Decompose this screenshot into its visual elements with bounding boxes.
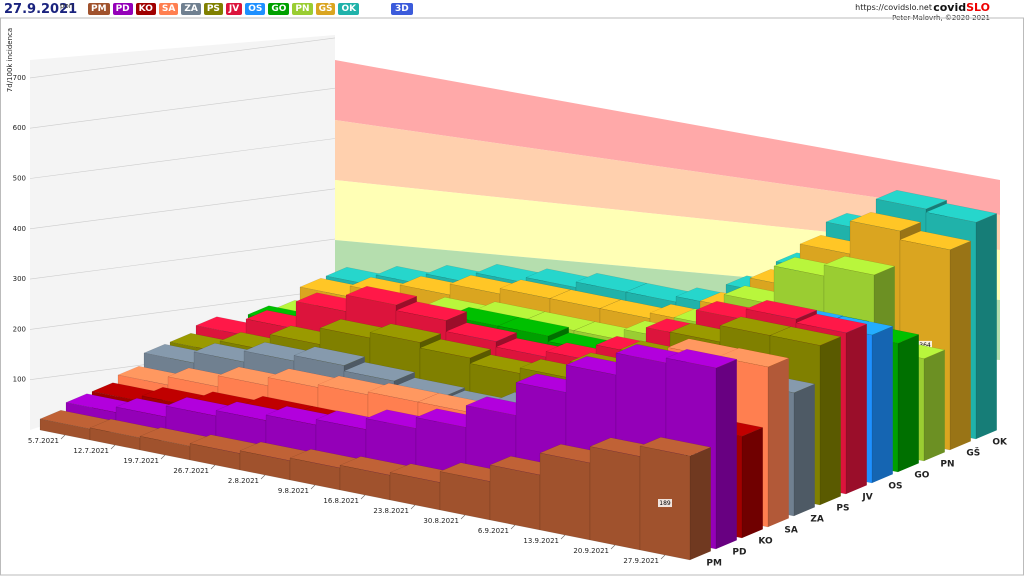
region-buttons: PM PD KO SA ZA PS JV OS GO PN GŠ OK bbox=[88, 3, 360, 15]
region-label: OK bbox=[992, 438, 1008, 448]
risk-band bbox=[335, 60, 1000, 215]
region-label: PS bbox=[836, 504, 849, 514]
bar bbox=[589, 446, 641, 551]
mode-button[interactable]: 3D bbox=[391, 3, 413, 15]
region-button[interactable]: PS bbox=[203, 3, 223, 15]
x-tick-label: 2.8.2021 bbox=[228, 477, 259, 485]
region-label: SA bbox=[784, 526, 797, 536]
grid-line bbox=[29, 188, 336, 230]
grid-line bbox=[29, 87, 336, 129]
bar-side bbox=[794, 384, 815, 516]
x-tick-label: 13.9.2021 bbox=[523, 537, 559, 545]
x-tick bbox=[360, 494, 366, 500]
x-tick-label: 27.9.2021 bbox=[623, 557, 659, 565]
x-tick-label: 23.8.2021 bbox=[373, 507, 409, 515]
bar-side bbox=[742, 427, 763, 538]
region-button[interactable]: PN bbox=[292, 3, 313, 15]
region-label: PN bbox=[940, 460, 954, 470]
region-button[interactable]: OS bbox=[245, 3, 266, 15]
x-tick bbox=[510, 524, 516, 530]
risk-band bbox=[335, 120, 1000, 250]
x-tick-label: 26.7.2021 bbox=[173, 467, 209, 475]
bar-side bbox=[898, 334, 919, 472]
y-tick-label: 400 bbox=[13, 225, 26, 233]
x-tick-label: 9.8.2021 bbox=[278, 487, 309, 495]
grid-line bbox=[29, 289, 336, 330]
grid-line bbox=[29, 37, 336, 79]
region-label: PM bbox=[706, 559, 722, 569]
x-tick bbox=[660, 554, 666, 560]
region-button[interactable]: JV bbox=[225, 3, 243, 15]
brand-part: SLO bbox=[966, 1, 990, 14]
weekday: pon bbox=[60, 2, 74, 10]
bar bbox=[489, 464, 541, 531]
region-button[interactable]: OK bbox=[338, 3, 360, 15]
bar-side bbox=[924, 349, 945, 461]
y-tick-label: 500 bbox=[13, 175, 26, 183]
x-tick bbox=[60, 434, 66, 440]
y-tick-label: 200 bbox=[13, 325, 26, 333]
y-tick-label: 300 bbox=[13, 275, 26, 283]
region-label: ZA bbox=[810, 515, 824, 525]
x-tick bbox=[410, 504, 416, 510]
region-button[interactable]: KO bbox=[135, 3, 156, 15]
y-tick-label: 100 bbox=[13, 376, 26, 384]
x-tick bbox=[610, 544, 616, 550]
brand: covidSLO bbox=[933, 1, 990, 14]
region-button[interactable]: SA bbox=[158, 3, 179, 15]
region-button[interactable]: GŠ bbox=[315, 3, 336, 15]
region-label: GŠ bbox=[966, 447, 980, 459]
value-label: 364 bbox=[919, 342, 931, 349]
x-tick-label: 30.8.2021 bbox=[423, 517, 459, 525]
date-title: 27.9.2021 bbox=[4, 2, 78, 17]
x-tick bbox=[310, 484, 316, 490]
bar-side bbox=[872, 326, 893, 483]
region-label: KO bbox=[758, 537, 773, 547]
region-label: PD bbox=[732, 548, 746, 558]
y-tick-label: 600 bbox=[13, 124, 26, 132]
bar-side bbox=[976, 213, 997, 439]
bar-side bbox=[950, 241, 971, 450]
grid-line bbox=[29, 138, 336, 179]
region-button[interactable]: GO bbox=[268, 3, 290, 15]
x-tick bbox=[560, 534, 566, 540]
x-tick bbox=[110, 444, 116, 450]
x-tick bbox=[260, 474, 266, 480]
bar-side bbox=[846, 324, 867, 494]
x-tick bbox=[160, 454, 166, 460]
value-label-box bbox=[658, 499, 672, 508]
x-tick-label: 19.7.2021 bbox=[123, 457, 159, 465]
bar-side bbox=[768, 358, 789, 527]
region-label: GO bbox=[914, 471, 929, 481]
region-button[interactable]: PM bbox=[88, 3, 110, 15]
bar-side bbox=[716, 359, 737, 549]
grid-line bbox=[29, 238, 336, 280]
region-button[interactable]: PD bbox=[112, 3, 133, 15]
value-label-box bbox=[918, 340, 932, 349]
x-tick-label: 6.9.2021 bbox=[478, 527, 509, 535]
y-tick-label: 700 bbox=[13, 74, 26, 82]
source-url: https://covidslo.net bbox=[855, 3, 932, 12]
y-axis-label: 7d/100k incidenca bbox=[6, 28, 14, 92]
x-tick bbox=[210, 464, 216, 470]
x-tick bbox=[460, 514, 466, 520]
region-series: 189 bbox=[39, 410, 712, 561]
region-label: OS bbox=[888, 482, 902, 492]
bar bbox=[539, 452, 591, 541]
value-label: 189 bbox=[659, 500, 671, 507]
x-tick-label: 5.7.2021 bbox=[28, 437, 59, 445]
x-tick-label: 20.9.2021 bbox=[573, 547, 609, 555]
region-label: JV bbox=[861, 493, 872, 503]
region-button[interactable]: ZA bbox=[181, 3, 201, 15]
bar-side bbox=[820, 336, 841, 505]
x-tick-label: 16.8.2021 bbox=[323, 497, 359, 505]
header: 27.9.2021 pon PM PD KO SA ZA PS JV OS GO PN GŠ OK 3… bbox=[0, 0, 1024, 22]
x-tick-label: 12.7.2021 bbox=[73, 447, 109, 455]
bar-side bbox=[690, 447, 711, 560]
brand-part: covid bbox=[933, 1, 967, 14]
